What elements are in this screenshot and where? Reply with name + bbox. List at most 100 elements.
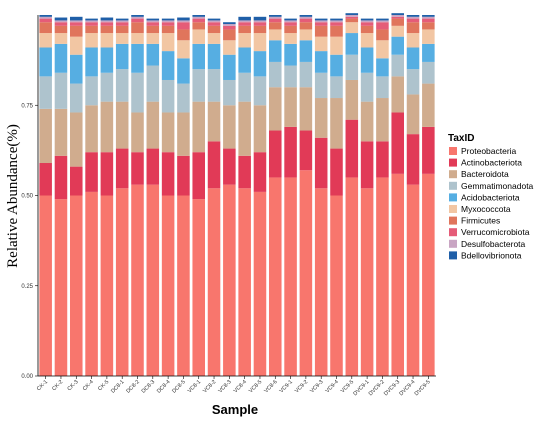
bar-segment-VC8-6-proteobacteria bbox=[268, 177, 282, 376]
bar-segment-DVC9-5-acidobacteriota bbox=[422, 43, 435, 62]
bar-segment-DVC9-5-proteobacteria bbox=[422, 173, 435, 376]
bar-segment-VC9-4-acidobacteriota bbox=[330, 54, 343, 77]
bar-segment-VC8-5-myxococcota bbox=[253, 33, 267, 52]
legend-swatch bbox=[449, 147, 457, 155]
bar-segment-DC8-3-bdellovibrionota bbox=[146, 18, 160, 21]
x-tick-label: DC8-1 bbox=[110, 379, 125, 394]
bar-segment-VC9-1-desulfobacterota bbox=[284, 20, 297, 23]
bar-segment-DC8-2-myxococcota bbox=[131, 33, 144, 44]
legend-label: Actinobacteriota bbox=[461, 158, 522, 168]
legend-label: Verrucomicrobiota bbox=[461, 227, 530, 237]
bar-segment-DVC9-1-gemmatimonadota bbox=[360, 72, 374, 102]
x-tick-label: VC8-5 bbox=[248, 379, 263, 394]
bar-segment-DC8-4-proteobacteria bbox=[161, 195, 175, 376]
bar-segment-CK-1-gemmatimonadota bbox=[39, 76, 52, 109]
bar-segment-CK-3-desulfobacterota bbox=[69, 20, 83, 23]
bar-segment-VC8-2-myxococcota bbox=[207, 33, 221, 44]
legend-swatch bbox=[449, 228, 457, 237]
bar-segment-CK-2-desulfobacterota bbox=[54, 20, 68, 23]
bar-segment-CK-3-bacteroidota bbox=[69, 112, 83, 167]
bar-segment-DC8-5-proteobacteria bbox=[177, 195, 190, 376]
bar-column-VC9-5 bbox=[345, 13, 359, 376]
bar-column-DC8-1 bbox=[115, 18, 129, 376]
bar-segment-DVC9-4-acidobacteriota bbox=[406, 47, 420, 70]
bar-segment-DC8-3-verrucomicrobiota bbox=[146, 22, 160, 26]
bar-segment-VC8-5-proteobacteria bbox=[253, 191, 267, 376]
bar-segment-VC8-2-actinobacteriota bbox=[207, 141, 221, 189]
bar-segment-VC9-4-verrucomicrobiota bbox=[330, 22, 343, 26]
bar-segment-DC8-4-firmicutes bbox=[161, 25, 175, 34]
bar-segment-DVC9-5-verrucomicrobiota bbox=[422, 18, 435, 23]
bar-segment-VC9-5-desulfobacterota bbox=[345, 15, 359, 17]
bar-segment-DVC9-3-firmicutes bbox=[391, 18, 404, 26]
bar-segment-DVC9-2-bacteroidota bbox=[376, 98, 389, 142]
bar-segment-CK-5-bacteroidota bbox=[100, 101, 114, 153]
bar-segment-DVC9-2-bdellovibrionota bbox=[376, 18, 389, 21]
bar-segment-CK-3-myxococcota bbox=[69, 36, 83, 55]
bar-segment-DC8-5-verrucomicrobiota bbox=[177, 22, 190, 30]
y-tick-label: 0.75 bbox=[21, 103, 33, 109]
legend-label: Acidobacteriota bbox=[461, 192, 520, 202]
bar-segment-DVC9-2-actinobacteriota bbox=[376, 141, 389, 178]
bar-segment-CK-2-acidobacteriota bbox=[54, 43, 68, 73]
bar-segment-VC9-1-verrucomicrobiota bbox=[284, 22, 297, 26]
x-ticks-group: CK-1 CK-2 CK-3 CK-4 CK-5 DC8-1 DC8-2 DC8-3 DC8-4… bbox=[36, 376, 432, 397]
x-tick-label: DVC9-3 bbox=[383, 379, 401, 397]
bar-segment-DC8-5-desulfobacterota bbox=[177, 20, 190, 23]
bar-segment-DC8-3-actinobacteriota bbox=[146, 148, 160, 185]
bar-segment-VC8-4-desulfobacterota bbox=[238, 20, 251, 23]
bar-segment-DC8-2-proteobacteria bbox=[131, 184, 144, 376]
bar-segment-VC9-5-gemmatimonadota bbox=[345, 54, 359, 80]
bar-segment-VC9-5-bdellovibrionota bbox=[345, 13, 359, 15]
bar-column-DVC9-1 bbox=[360, 18, 374, 376]
bar-column-DVC9-3 bbox=[391, 13, 404, 376]
bar-segment-CK-3-proteobacteria bbox=[69, 195, 83, 376]
bar-segment-VC8-1-acidobacteriota bbox=[192, 43, 205, 70]
bar-segment-VC9-2-myxococcota bbox=[299, 29, 313, 41]
bar-segment-VC9-2-proteobacteria bbox=[299, 170, 313, 376]
bar-segment-DC8-1-acidobacteriota bbox=[115, 43, 129, 70]
bar-segment-VC9-4-proteobacteria bbox=[330, 195, 343, 376]
bar-segment-VC9-4-firmicutes bbox=[330, 25, 343, 37]
bar-segment-VC8-3-myxococcota bbox=[223, 40, 236, 55]
bars-group bbox=[39, 13, 435, 376]
x-tick-label: DC8-3 bbox=[141, 379, 156, 394]
x-tick-label: CK-2 bbox=[51, 379, 64, 392]
y-tick-label: 0.50 bbox=[21, 194, 33, 200]
bar-segment-VC8-6-actinobacteriota bbox=[268, 130, 282, 178]
y-ticks-group: 0.00 0.25 0.50 0.75 bbox=[21, 103, 38, 380]
bar-segment-VC8-6-myxococcota bbox=[268, 29, 282, 41]
bar-segment-VC9-5-actinobacteriota bbox=[345, 119, 359, 178]
bar-column-DC8-3 bbox=[146, 18, 160, 376]
x-tick-label: DC8-2 bbox=[125, 379, 140, 394]
x-tick-label: CK-4 bbox=[82, 379, 95, 392]
bar-segment-VC9-3-bdellovibrionota bbox=[314, 18, 328, 21]
bar-segment-VC8-3-verrucomicrobiota bbox=[223, 25, 236, 30]
bar-segment-VC8-1-verrucomicrobiota bbox=[192, 18, 205, 23]
bar-segment-DC8-5-actinobacteriota bbox=[177, 155, 190, 196]
bar-segment-CK-1-verrucomicrobiota bbox=[39, 18, 52, 23]
bar-segment-DVC9-3-acidobacteriota bbox=[391, 36, 404, 55]
bar-segment-DC8-2-gemmatimonadota bbox=[131, 72, 144, 113]
bar-segment-DC8-2-acidobacteriota bbox=[131, 43, 144, 73]
bar-segment-DVC9-4-proteobacteria bbox=[406, 184, 420, 376]
bar-segment-DVC9-1-acidobacteriota bbox=[360, 47, 374, 73]
bar-segment-CK-1-acidobacteriota bbox=[39, 47, 52, 77]
bar-segment-VC8-4-acidobacteriota bbox=[238, 47, 251, 73]
bar-segment-CK-5-myxococcota bbox=[100, 33, 114, 48]
bar-segment-CK-2-firmicutes bbox=[54, 25, 68, 34]
bar-segment-VC9-4-actinobacteriota bbox=[330, 148, 343, 196]
bar-segment-CK-3-gemmatimonadota bbox=[69, 83, 83, 113]
x-tick-label: VC9-4 bbox=[325, 379, 340, 394]
bar-segment-VC8-3-gemmatimonadota bbox=[223, 79, 236, 106]
bar-segment-DC8-4-bacteroidota bbox=[161, 112, 175, 153]
bar-segment-VC8-3-acidobacteriota bbox=[223, 54, 236, 80]
bar-segment-DVC9-1-actinobacteriota bbox=[360, 141, 374, 189]
bar-segment-VC9-4-gemmatimonadota bbox=[330, 76, 343, 99]
bar-segment-VC8-2-proteobacteria bbox=[207, 188, 221, 376]
bar-segment-DC8-1-bacteroidota bbox=[115, 101, 129, 149]
x-tick-label: VC9-1 bbox=[279, 379, 294, 394]
bar-segment-VC8-3-proteobacteria bbox=[223, 184, 236, 376]
bar-segment-DC8-4-acidobacteriota bbox=[161, 51, 175, 80]
